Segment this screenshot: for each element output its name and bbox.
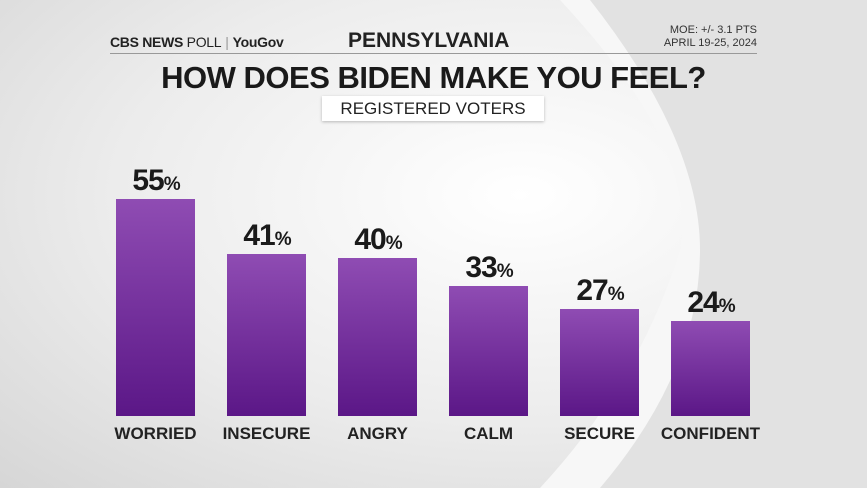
value-label: 41% xyxy=(243,219,291,253)
chart-subtitle: REGISTERED VOTERS xyxy=(322,96,544,121)
cbs-yougov-logo: CBS NEWS POLL | YouGov xyxy=(110,34,284,50)
category-label: ANGRY xyxy=(347,424,408,443)
category-label: CALM xyxy=(463,424,514,443)
value-label: 24% xyxy=(687,286,735,320)
value-label: 55% xyxy=(132,164,180,197)
header-divider xyxy=(110,53,757,54)
poll-info: MOE: +/- 3.1 PTS APRIL 19-25, 2024 xyxy=(664,24,757,50)
chart-title: HOW DOES BIDEN MAKE YOU FEEL? xyxy=(161,60,706,95)
bar-secure xyxy=(560,309,639,416)
category-label: INSECURE xyxy=(222,424,311,443)
bar-insecure xyxy=(227,254,306,416)
value-label: 33% xyxy=(465,250,513,284)
logo-cbs: CBS NEWS xyxy=(110,34,184,50)
bar-confident xyxy=(671,321,750,416)
value-label: 40% xyxy=(354,223,402,257)
state-label: PENNSYLVANIA xyxy=(348,29,510,52)
category-label: SECURE xyxy=(564,424,635,443)
bar-calm xyxy=(449,285,528,416)
moe-label: MOE: +/- 3.1 PTS xyxy=(669,24,757,36)
value-label: 27% xyxy=(576,274,624,308)
dates-label: APRIL 19-25, 2024 xyxy=(663,37,757,49)
category-label: CONFIDENT xyxy=(660,424,761,443)
logo-poll: POLL xyxy=(186,34,222,50)
bar-angry xyxy=(338,258,417,416)
bar-worried xyxy=(116,199,195,416)
category-label: WORRIED xyxy=(114,424,197,443)
logo-yougov: YouGov xyxy=(232,34,284,50)
